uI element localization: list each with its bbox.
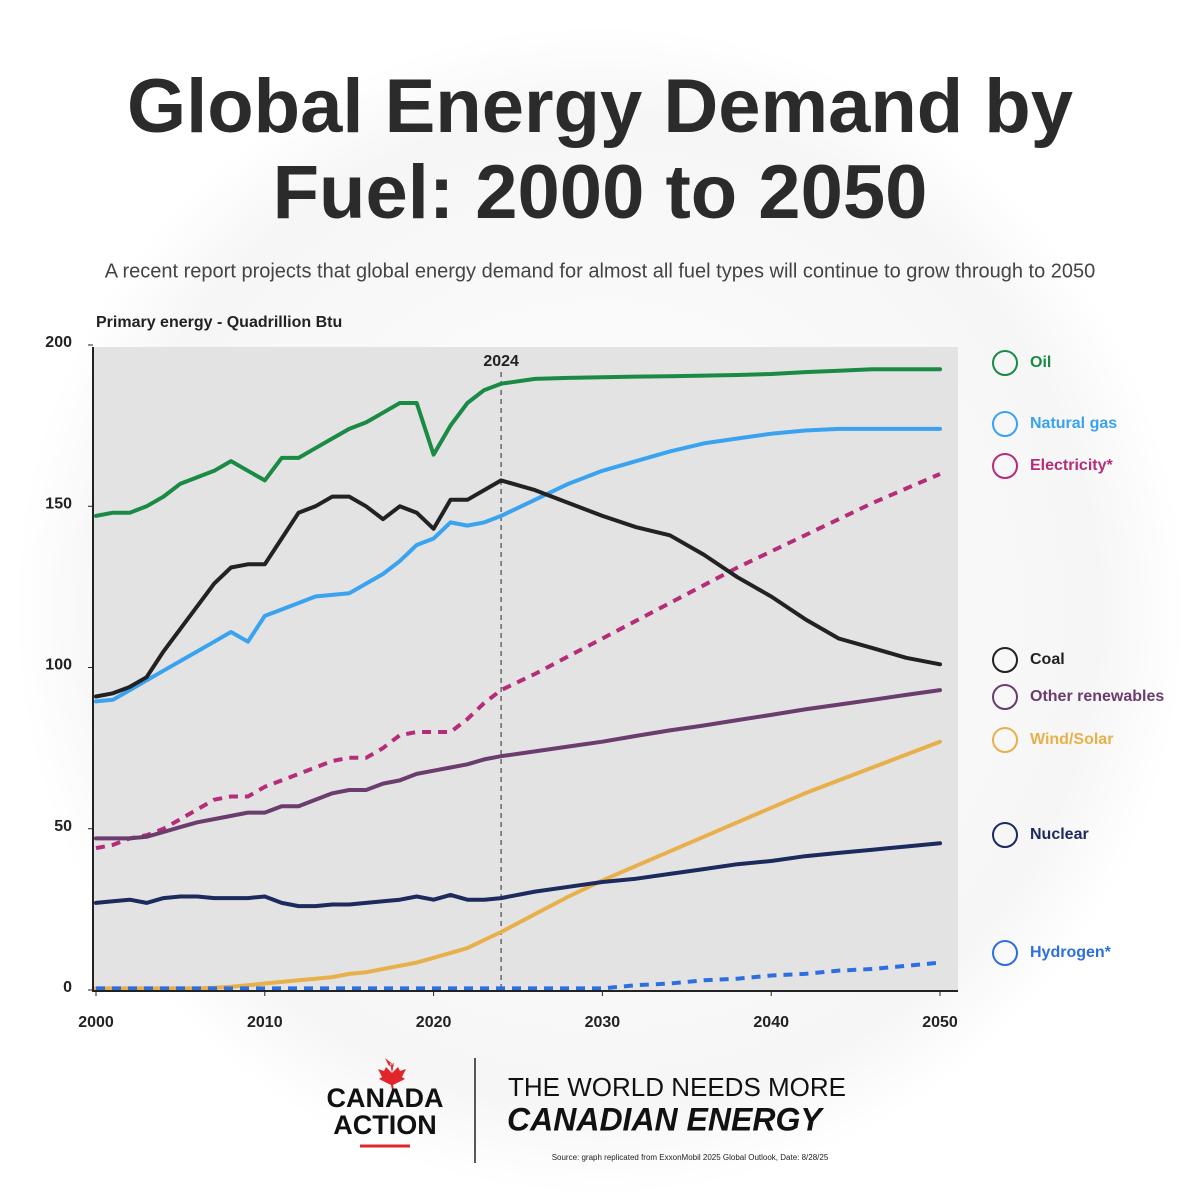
subtitle: A recent report projects that global ene…	[105, 260, 1096, 282]
y-tick-label: 150	[45, 495, 72, 512]
logo-text: CANADA	[327, 1083, 444, 1113]
title-line: Global Energy Demand by	[127, 64, 1073, 149]
series-line	[95, 472, 941, 851]
footer: CANADA ACTION THE WORLD NEEDS MORE CANAD…	[327, 1058, 846, 1163]
plot	[94, 367, 942, 991]
tagline: CANADIAN ENERGY	[507, 1101, 824, 1137]
x-tick-label: 2020	[416, 1014, 452, 1031]
series-line	[94, 367, 942, 518]
plot-area	[93, 347, 958, 990]
series-line	[94, 688, 942, 841]
series-line	[94, 478, 942, 699]
y-axis-label: Primary energy - Quadrillion Btu	[96, 314, 342, 331]
legend-icon	[992, 727, 1018, 753]
series-line	[96, 960, 941, 991]
y-tick-label: 200	[45, 334, 72, 351]
legend-label: Hydrogen*	[1030, 944, 1112, 961]
source: Source: graph replicated from ExxonMobil…	[552, 1153, 829, 1162]
legend-label: Other renewables	[1030, 688, 1164, 705]
legend-icon	[992, 647, 1018, 673]
legend-label: Nuclear	[1030, 826, 1089, 843]
legend-icon	[992, 684, 1018, 710]
legend-label: Natural gas	[1030, 415, 1117, 432]
logo-text: ACTION	[333, 1110, 437, 1140]
y-tick-label: 0	[63, 979, 72, 996]
title-line: Fuel: 2000 to 2050	[273, 150, 928, 235]
legend-icon	[992, 453, 1018, 479]
x-tick-label: 2010	[247, 1014, 283, 1031]
reference-label: 2024	[483, 353, 519, 370]
legend-icon	[992, 411, 1018, 437]
maple-leaf	[378, 1058, 406, 1090]
series-line	[94, 841, 942, 909]
legend-label: Wind/Solar	[1030, 731, 1113, 748]
legend-icon	[992, 940, 1018, 966]
legend-icon	[992, 822, 1018, 848]
legend-label: Electricity*	[1030, 457, 1113, 474]
tagline: THE WORLD NEEDS MORE	[508, 1072, 846, 1102]
y-tick-label: 100	[45, 657, 72, 674]
x-tick-label: 2040	[753, 1014, 789, 1031]
legend-icon	[992, 350, 1018, 376]
legend-label: Oil	[1030, 354, 1051, 371]
x-tick-label: 2050	[922, 1014, 958, 1031]
y-tick-label: 50	[54, 818, 72, 835]
x-tick-label: 2000	[78, 1014, 114, 1031]
series-line	[94, 426, 942, 704]
x-tick-label: 2030	[585, 1014, 621, 1031]
legend-label: Coal	[1030, 651, 1065, 668]
